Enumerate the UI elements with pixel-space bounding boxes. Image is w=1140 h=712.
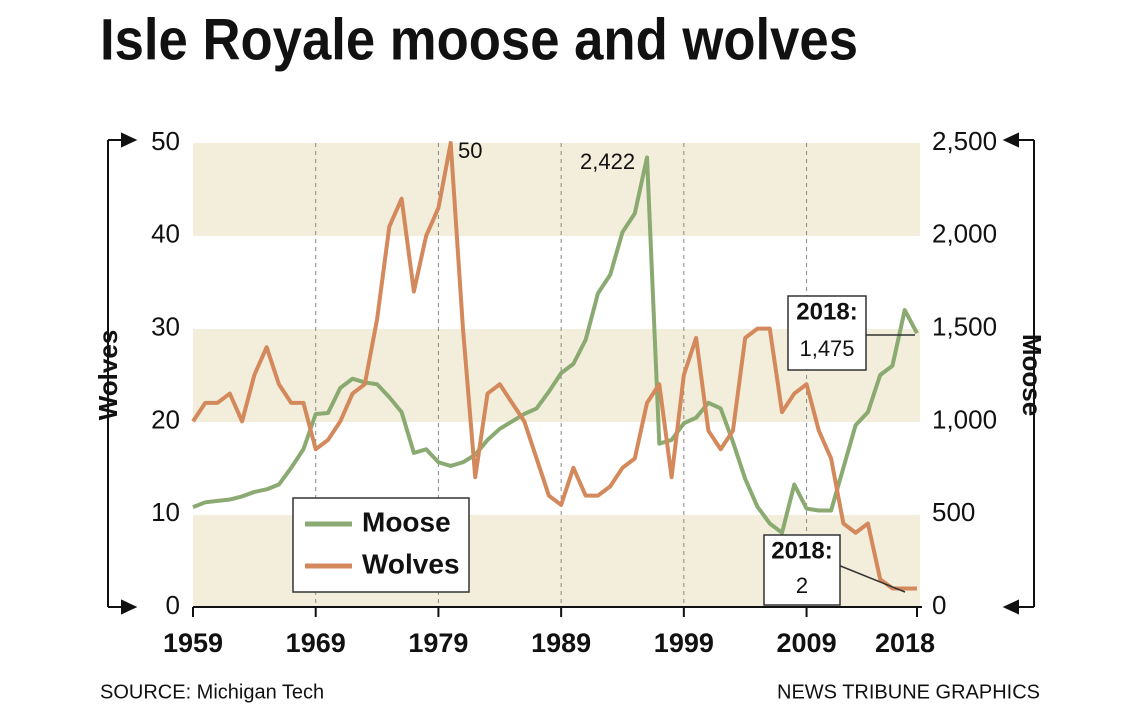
annotation: 2,422 <box>580 149 635 174</box>
source: SOURCE: Michigan Tech <box>100 681 324 703</box>
y-tick-label: 0 <box>166 590 180 620</box>
callout-line <box>837 564 906 593</box>
x-tick-label: 2018 <box>875 628 935 658</box>
y-axis-label: Wolves <box>93 330 123 421</box>
callout-box <box>787 295 867 371</box>
x-tick-label: 1979 <box>408 628 468 658</box>
annotation: 50 <box>458 138 482 163</box>
legend-box <box>292 497 470 593</box>
series-line <box>192 155 919 535</box>
axis-brackets <box>107 132 1035 615</box>
y2-tick-label: 1,500 <box>932 311 997 341</box>
y-tick-label: 30 <box>151 311 180 341</box>
x-tick-label: 1989 <box>531 628 591 658</box>
callout-box <box>763 534 841 606</box>
y-tick-label: 40 <box>151 219 180 249</box>
annotation: 2018: <box>771 537 832 564</box>
y2-tick-label: 2,500 <box>932 126 997 156</box>
chart-title: Isle Royale moose and wolves <box>100 7 858 72</box>
y-tick-label: 20 <box>151 404 180 434</box>
annotation: 2018: <box>796 298 857 325</box>
credit: NEWS TRIBUNE GRAPHICS <box>777 681 1040 703</box>
legend-label: Moose <box>362 506 451 537</box>
y2-axis-label: Moose <box>1017 334 1047 416</box>
x-tick-label: 1959 <box>163 628 223 658</box>
y-tick-label: 10 <box>151 497 180 527</box>
y2-tick-label: 500 <box>932 497 975 527</box>
x-tick-label: 1969 <box>286 628 346 658</box>
y-tick-label: 50 <box>151 126 180 156</box>
x-tick-label: 2009 <box>777 628 837 658</box>
y2-tick-label: 1,000 <box>932 404 997 434</box>
legend-label: Wolves <box>362 548 460 579</box>
legend: Moose Wolves <box>292 497 470 593</box>
annotation: 2 <box>796 573 808 598</box>
y2-tick-label: 0 <box>932 590 946 620</box>
series-line <box>191 141 917 591</box>
x-tick-label: 1999 <box>654 628 714 658</box>
y2-tick-label: 2,000 <box>932 219 997 249</box>
annotation: 1,475 <box>799 336 854 361</box>
